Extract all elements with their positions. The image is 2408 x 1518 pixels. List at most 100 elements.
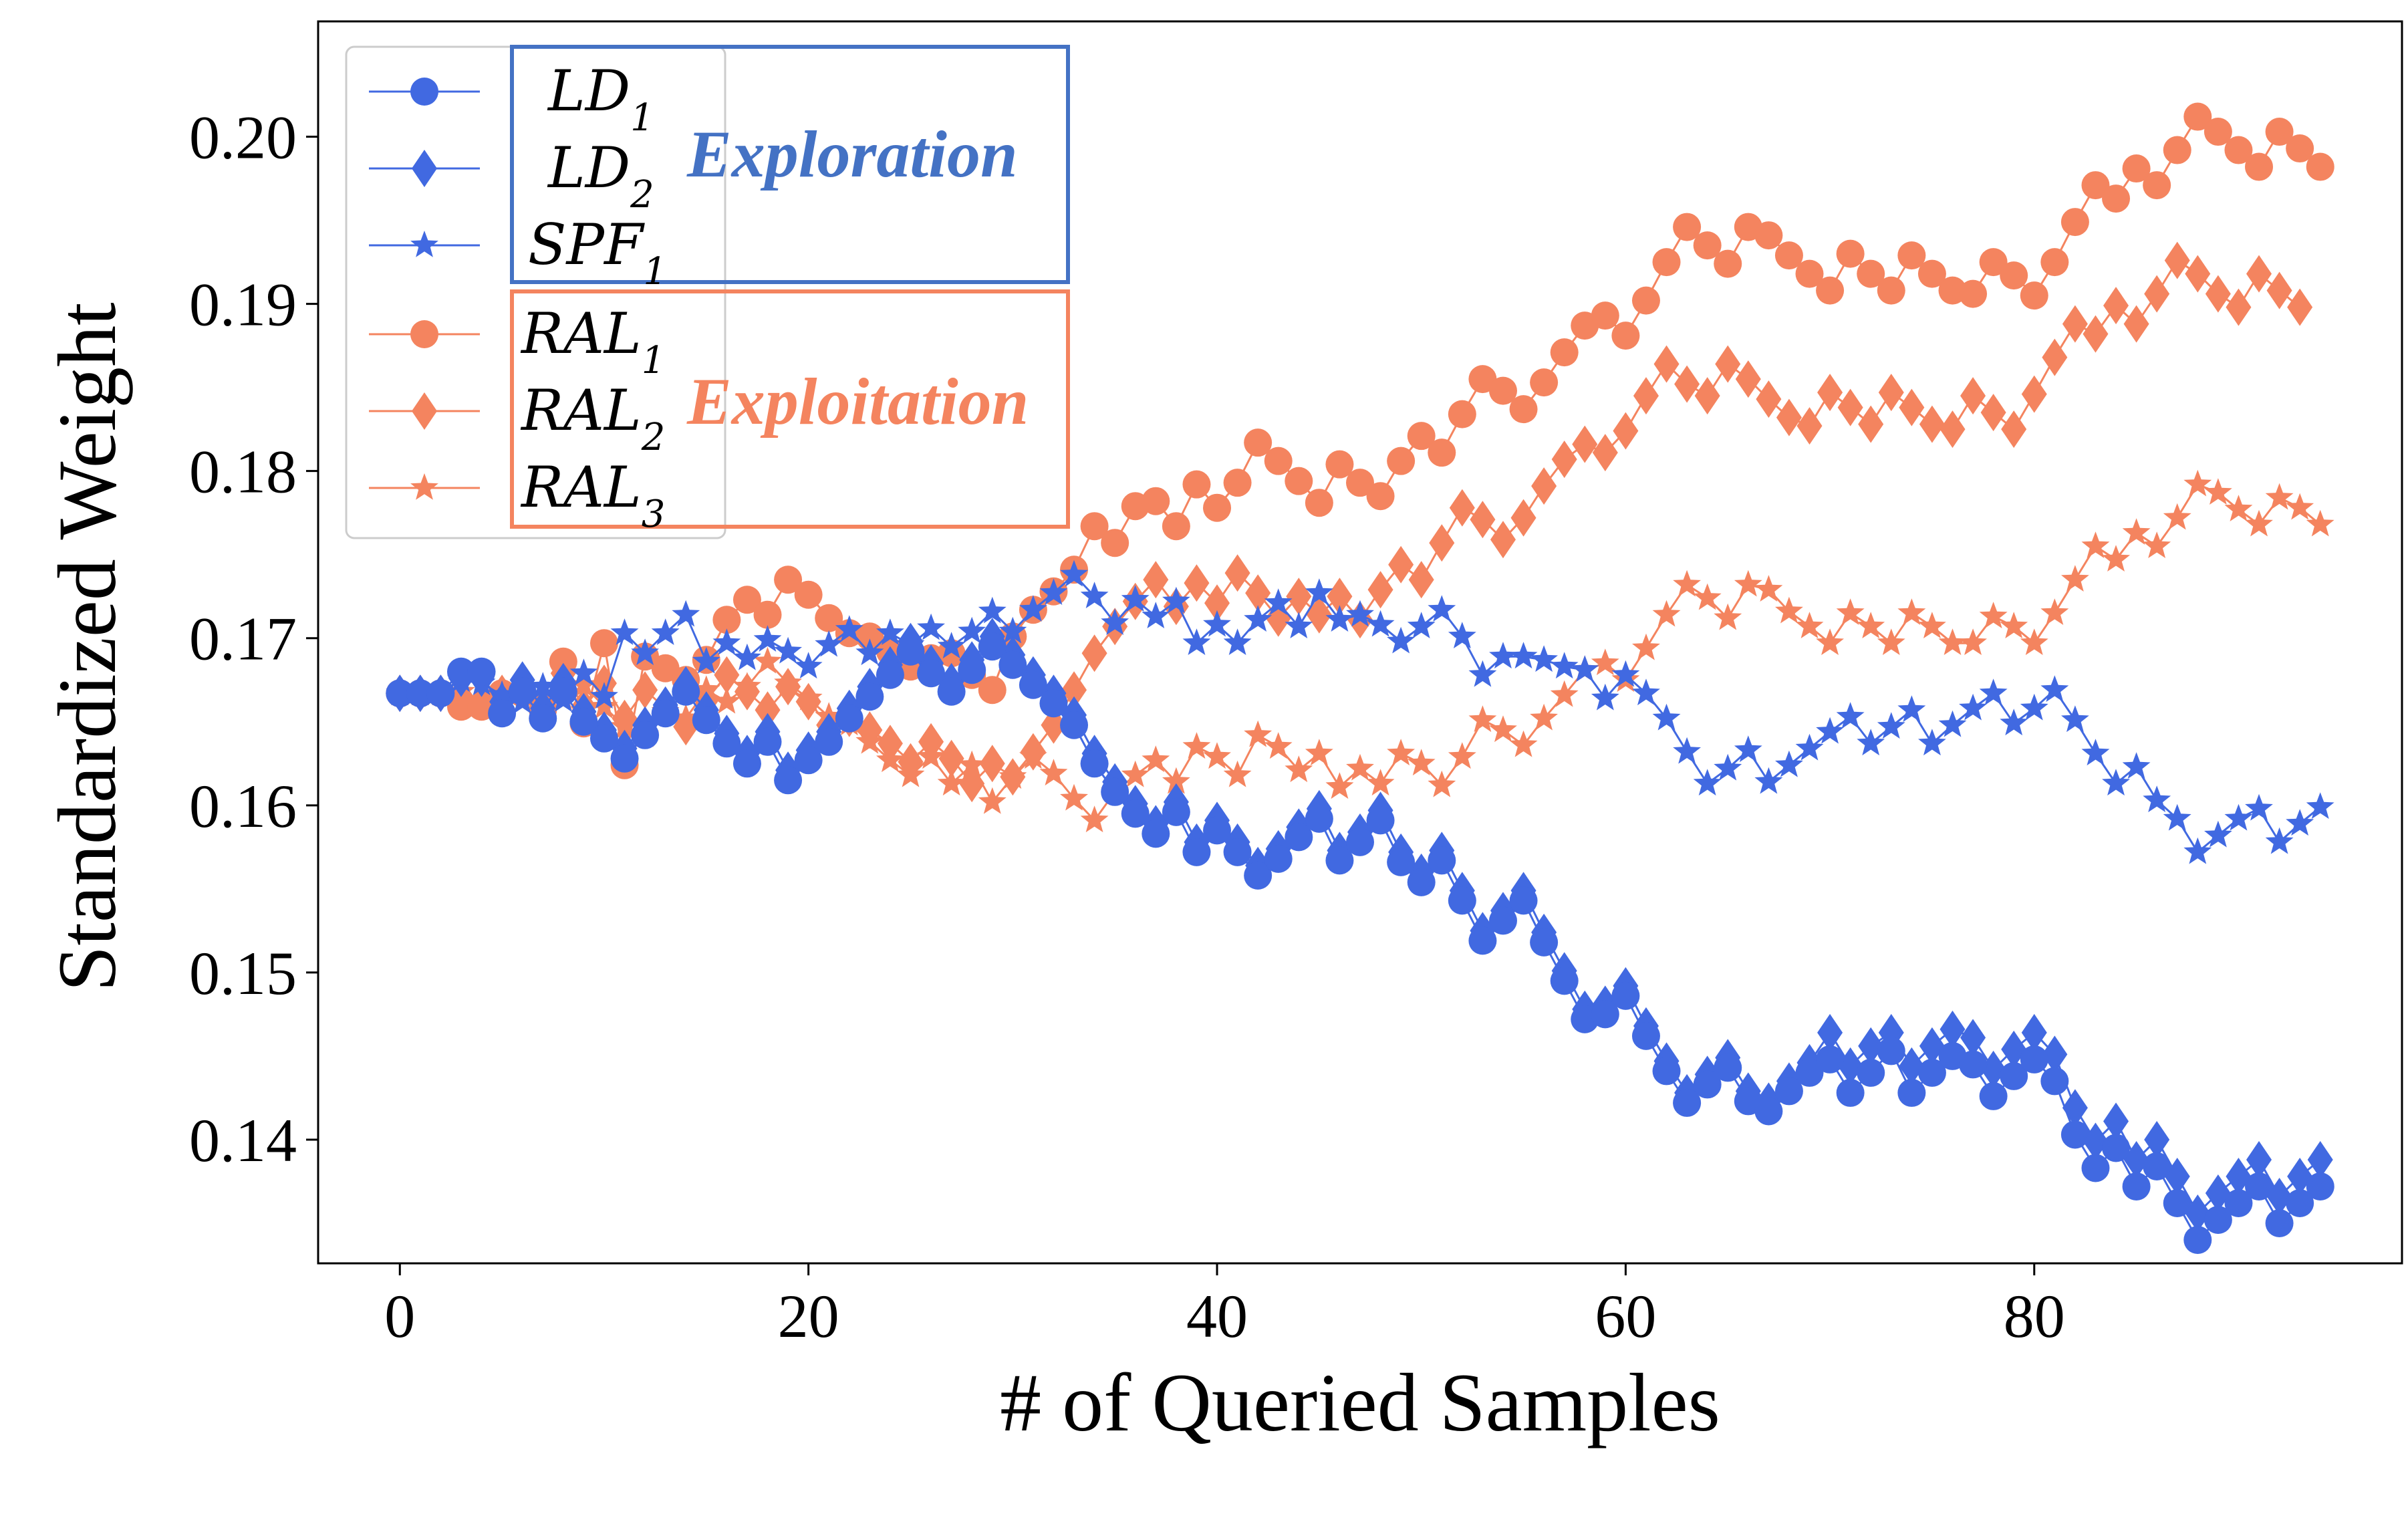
- data-point-SPF1: [2143, 785, 2171, 813]
- data-point-LD1: [2224, 1188, 2253, 1217]
- data-point-LD1: [651, 699, 680, 728]
- data-point-RAL2: [1858, 405, 1884, 443]
- data-point-LD1: [712, 729, 741, 758]
- data-point-SPF1: [2306, 792, 2334, 819]
- data-point-RAL1: [1611, 322, 1640, 350]
- data-point-SPF1: [1571, 655, 1599, 682]
- data-point-SPF1: [569, 658, 598, 686]
- data-point-LD1: [1448, 886, 1476, 915]
- data-point-RAL1: [1142, 487, 1170, 515]
- data-point-LD1: [406, 679, 434, 708]
- data-point-RAL1: [2183, 102, 2212, 131]
- x-tick-label: 0: [384, 1282, 415, 1350]
- data-point-RAL3: [2204, 478, 2232, 505]
- data-point-RAL3: [1080, 805, 1109, 833]
- data-point-SPF1: [2102, 769, 2130, 796]
- data-point-SPF1: [1632, 678, 1660, 706]
- y-tick-label: 0.19: [189, 271, 297, 339]
- data-point-LD1: [529, 704, 557, 733]
- data-point-RAL2: [2083, 315, 2109, 353]
- data-point-RAL1: [1366, 482, 1395, 511]
- data-point-SPF1: [1714, 753, 1742, 781]
- data-point-RAL3: [1142, 745, 1170, 773]
- data-point-RAL2: [1572, 425, 1598, 463]
- data-point-SPF1: [774, 636, 802, 664]
- data-point-SPF1: [2286, 809, 2314, 836]
- data-point-LD1: [937, 677, 966, 706]
- data-point-RAL3: [1979, 602, 2008, 628]
- data-point-RAL1: [1774, 241, 1803, 270]
- data-point-LD1: [2163, 1188, 2191, 1217]
- data-point-RAL1: [1795, 259, 1824, 288]
- data-point-RAL2: [795, 682, 821, 721]
- y-tick-label: 0.17: [189, 605, 297, 673]
- data-point-LD2: [2103, 1102, 2129, 1140]
- data-point-RAL2: [1960, 377, 1986, 415]
- data-point-RAL3: [1468, 705, 1497, 733]
- data-point-SPF1: [1203, 610, 1231, 637]
- data-point-LD2: [1817, 1013, 1843, 1051]
- data-point-RAL2: [1224, 554, 1250, 592]
- data-point-RAL1: [753, 600, 782, 629]
- data-point-RAL2: [1306, 596, 1332, 634]
- data-point-RAL2: [898, 743, 924, 781]
- data-point-RAL3: [1325, 772, 1354, 799]
- data-point-RAL1: [1591, 301, 1619, 330]
- data-point-RAL3: [1754, 575, 1783, 602]
- data-point-RAL1: [2224, 136, 2253, 164]
- data-point-LD1: [794, 746, 823, 775]
- data-point-RAL3: [1305, 739, 1333, 766]
- data-point-RAL3: [2224, 495, 2253, 521]
- data-point-RAL2: [1449, 489, 1475, 527]
- data-point-LD1: [958, 656, 986, 684]
- data-point-RAL2: [1899, 388, 1925, 426]
- data-point-RAL1: [815, 604, 843, 632]
- data-point-LD1: [2060, 1120, 2089, 1149]
- data-point-RAL2: [1633, 377, 1659, 415]
- data-point-RAL2: [2042, 338, 2068, 376]
- data-point-RAL2: [1919, 405, 1945, 443]
- data-point-RAL1: [446, 692, 475, 721]
- data-point-RAL2: [2246, 255, 2272, 293]
- data-point-LD1: [2203, 1205, 2232, 1234]
- x-axis-label: # of Queried Samples: [1000, 1357, 1720, 1448]
- data-point-RAL1: [2203, 118, 2232, 146]
- data-point-SPF1: [1101, 608, 1129, 635]
- data-point-RAL1: [1693, 231, 1722, 260]
- data-point-LD1: [855, 682, 884, 711]
- data-point-RAL1: [1857, 259, 1885, 288]
- data-point-RAL1: [1917, 259, 1946, 288]
- data-point-SPF1: [1121, 585, 1150, 612]
- x-tick-label: 80: [2004, 1282, 2065, 1350]
- data-point-SPF1: [1857, 729, 1885, 756]
- data-point-SPF1: [1836, 702, 1865, 729]
- data-point-RAL1: [589, 629, 618, 658]
- data-point-LD1: [426, 679, 455, 708]
- data-point-RAL2: [1429, 524, 1455, 562]
- data-point-LD2: [1837, 1047, 1863, 1085]
- data-point-RAL1: [1101, 529, 1129, 557]
- data-point-RAL1: [1346, 469, 1374, 497]
- data-point-SPF1: [794, 652, 823, 679]
- data-point-RAL1: [1816, 276, 1845, 305]
- data-point-RAL1: [2000, 261, 2028, 290]
- data-point-RAL3: [1203, 742, 1231, 769]
- data-point-LD2: [1939, 1010, 1966, 1048]
- data-point-SPF1: [1060, 559, 1088, 587]
- data-point-SPF1: [1693, 769, 1722, 796]
- data-point-RAL3: [1264, 732, 1293, 759]
- data-point-RAL2: [2287, 288, 2313, 326]
- data-point-RAL3: [1918, 612, 1946, 638]
- data-point-RAL1: [1631, 286, 1660, 315]
- data-point-LD1: [2040, 1067, 2069, 1096]
- data-point-LD1: [1673, 1088, 1702, 1117]
- data-point-RAL3: [1428, 770, 1456, 797]
- data-point-SPF1: [1591, 683, 1619, 711]
- data-point-LD1: [1305, 804, 1333, 833]
- data-point-RAL3: [2102, 545, 2130, 572]
- data-point-LD1: [1693, 1070, 1722, 1099]
- data-point-RAL1: [1162, 512, 1190, 541]
- data-point-RAL2: [857, 711, 883, 749]
- data-point-RAL2: [775, 668, 801, 706]
